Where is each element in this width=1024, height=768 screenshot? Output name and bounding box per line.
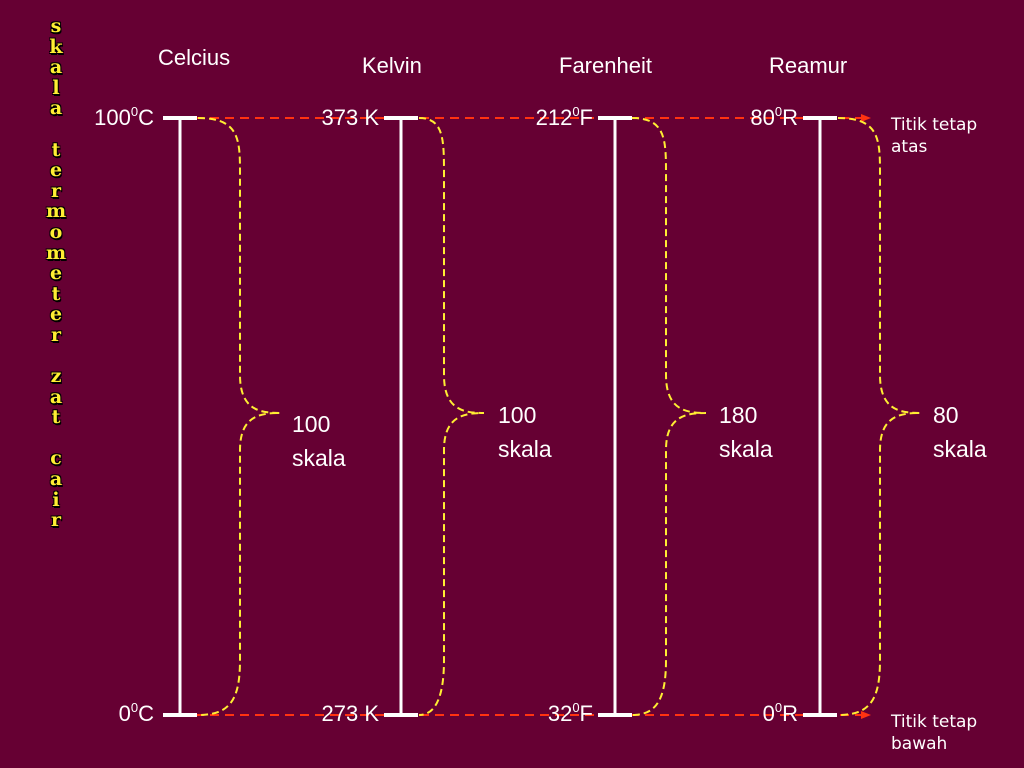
reamur-title: Reamur [769,53,848,78]
kelvin-scale [384,116,418,717]
celcius-brace [197,117,281,716]
reamur-scale [803,116,837,717]
celcius-bottom-label: 00C [118,700,154,726]
title-letter: a [49,385,63,408]
farenheit-scale [598,116,632,717]
title-letter: t [51,138,61,161]
title-letter: e [49,262,63,285]
title-letter: s [50,15,62,37]
title-letter: a [49,468,63,491]
kelvin-span-label: 100 skala [498,402,552,462]
reamur-brace [837,117,921,716]
title-letter: m [45,200,67,223]
celcius-title: Celcius [158,45,231,70]
celcius-span-label: 100 skala [292,411,346,471]
title-letter: e [49,159,63,182]
farenheit-span-label: 180 skala [719,402,773,462]
title-letter: r [50,509,61,532]
title-letter: r [50,179,61,202]
title-letter: o [49,220,63,243]
lower-fixed-point-note: Titik tetap bawah [891,712,978,754]
kelvin-bottom-label: 273 K [321,701,380,726]
farenheit-bottom-label: 320F [547,700,593,726]
reamur-span-label: 80 skala [933,402,987,462]
title-letter: a [49,56,63,79]
title-letter: t [51,406,61,429]
reamur-top-label: 800R [750,104,798,130]
title-letter: m [45,241,67,264]
title-letter: k [49,35,63,58]
upper-fixed-point-note: Titik tetap atas [891,115,978,157]
title-letter: l [52,76,60,99]
farenheit-title: Farenheit [559,53,652,78]
title-letter: t [51,282,61,305]
reamur-bottom-label: 00R [762,700,798,726]
celcius-top-label: 1000C [94,104,154,130]
farenheit-top-label: 2120F [535,104,593,130]
kelvin-top-label: 373 K [321,105,380,130]
title-letter: r [50,323,61,346]
farenheit-brace [631,117,707,716]
kelvin-title: Kelvin [362,53,422,78]
title-letter: e [49,303,63,326]
title-letter: z [50,365,62,388]
kelvin-brace [418,117,485,716]
celcius-scale [163,116,197,717]
title-letter: c [50,447,62,470]
title-letter: a [49,97,63,120]
title-letter: i [52,488,60,511]
